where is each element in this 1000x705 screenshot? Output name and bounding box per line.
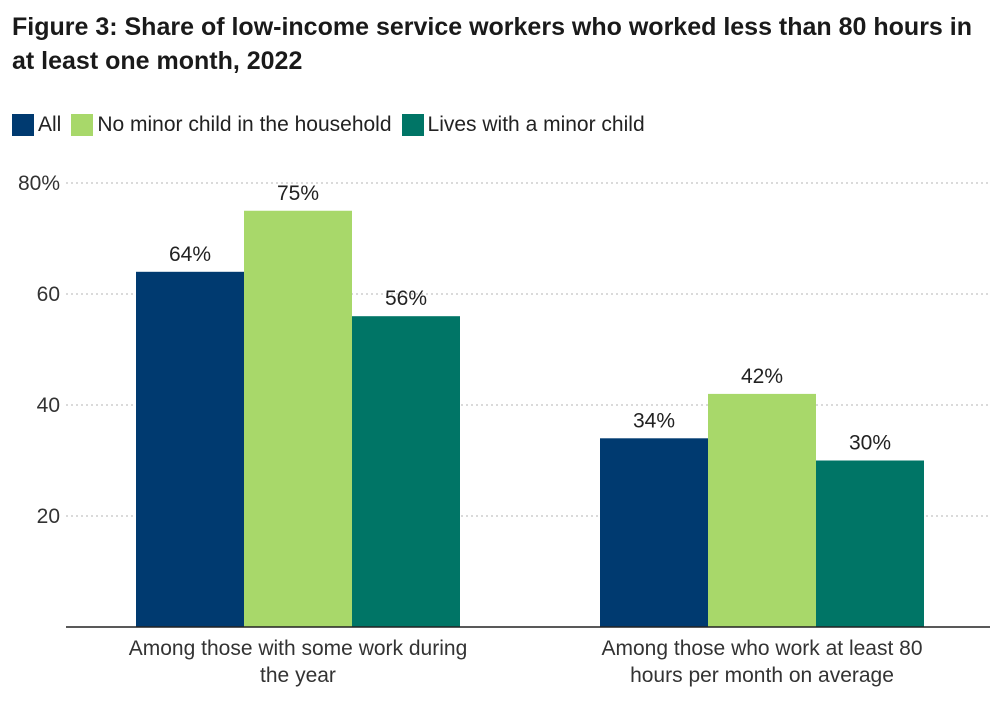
legend-item-all: All (12, 113, 61, 137)
legend-label-no-minor-child: No minor child in the household (97, 113, 392, 136)
y-tick-label: 60 (37, 283, 60, 306)
legend-swatch-lives-with-minor-child (401, 114, 424, 136)
bar (352, 316, 460, 627)
legend-swatch-no-minor-child (71, 114, 94, 136)
data-label: 56% (385, 287, 427, 310)
data-label: 30% (849, 432, 891, 455)
bar (600, 438, 708, 627)
legend: All No minor child in the household Live… (12, 113, 655, 137)
bar (244, 210, 352, 627)
legend-label-lives-with-minor-child: Lives with a minor child (427, 113, 645, 136)
x-category-label: Among those who work at least 80 (601, 637, 922, 660)
y-tick-label: 20 (37, 505, 60, 528)
bar (136, 271, 244, 627)
x-category-label: the year (260, 664, 336, 687)
y-tick-label: 80% (18, 172, 60, 195)
x-category-label: hours per month on average (630, 664, 894, 687)
bar (816, 460, 924, 627)
bar (708, 393, 816, 627)
data-label: 75% (277, 182, 319, 205)
x-category-label: Among those with some work during (129, 637, 468, 660)
legend-item-no-minor-child: No minor child in the household (71, 113, 392, 137)
legend-item-lives-with-minor-child: Lives with a minor child (401, 113, 645, 137)
data-label: 64% (169, 243, 211, 266)
legend-swatch-all (12, 114, 34, 136)
chart-title: Figure 3: Share of low-income service wo… (12, 13, 972, 75)
data-label: 42% (741, 365, 783, 388)
legend-label-all: All (38, 113, 62, 136)
data-label: 34% (633, 409, 675, 432)
y-tick-label: 40 (37, 394, 60, 417)
